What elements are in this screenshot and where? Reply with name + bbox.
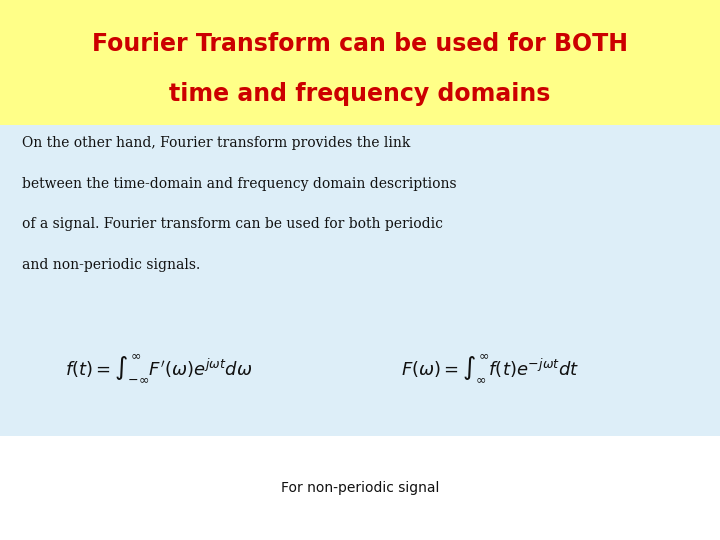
Text: On the other hand, Fourier transform provides the link: On the other hand, Fourier transform pro… xyxy=(22,136,410,150)
Bar xyxy=(0,436,720,540)
Text: $f(t) = \int_{-\infty}^{\infty} F'(\omega)e^{j\omega t}d\omega$: $f(t) = \int_{-\infty}^{\infty} F'(\omeg… xyxy=(65,352,252,384)
Text: between the time-domain and frequency domain descriptions: between the time-domain and frequency do… xyxy=(22,177,456,191)
Text: $F(\omega) = \int_{\infty}^{\infty} f(t)e^{-j\omega t}dt$: $F(\omega) = \int_{\infty}^{\infty} f(t)… xyxy=(400,352,579,384)
Text: Fourier Transform can be used for BOTH: Fourier Transform can be used for BOTH xyxy=(92,32,628,56)
Text: and non-periodic signals.: and non-periodic signals. xyxy=(22,258,200,272)
Bar xyxy=(0,125,720,436)
Text: of a signal. Fourier transform can be used for both periodic: of a signal. Fourier transform can be us… xyxy=(22,217,443,231)
Bar xyxy=(0,0,720,125)
Text: For non-periodic signal: For non-periodic signal xyxy=(281,481,439,495)
Text: time and frequency domains: time and frequency domains xyxy=(169,82,551,106)
